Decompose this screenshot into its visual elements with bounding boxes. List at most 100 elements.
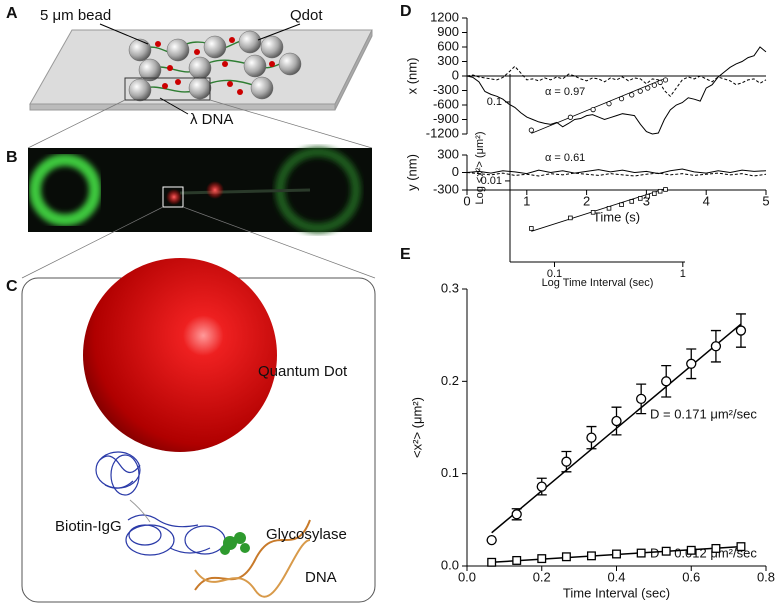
- annotation: D = 0.012 μm²/sec: [650, 545, 757, 560]
- panel-label: B: [6, 149, 18, 166]
- y-tick-label: -300: [433, 82, 459, 97]
- point: [736, 542, 746, 552]
- panel-label: C: [6, 278, 18, 295]
- y-tick-label: 300: [437, 146, 459, 161]
- y-tick-label: -1200: [426, 125, 459, 140]
- x-tick-label: 0: [463, 193, 470, 208]
- point: [662, 77, 669, 83]
- label: Qdot: [290, 7, 323, 24]
- point: [590, 107, 596, 113]
- y-tick-label: -300: [433, 181, 459, 196]
- point: [710, 341, 722, 352]
- label: Biotin-IgG: [55, 518, 122, 535]
- point: [619, 202, 624, 207]
- x-tick-label: 0.6: [682, 569, 700, 584]
- point: [561, 552, 571, 562]
- x-tick-label: 0.8: [757, 569, 775, 584]
- x-tick-label: 1: [523, 193, 530, 208]
- point: [561, 456, 572, 467]
- y-axis-label: <x²> (μm²): [409, 397, 424, 458]
- y-axis-label: Log <x²> (μm²): [474, 132, 486, 205]
- y-tick-label: 0.1: [441, 465, 459, 480]
- trace: [466, 172, 767, 177]
- point: [629, 199, 635, 204]
- label: DNA: [305, 569, 337, 586]
- point: [661, 546, 671, 556]
- y-tick-label: -600: [433, 96, 459, 111]
- point: [636, 393, 647, 405]
- trace: [466, 168, 767, 175]
- point: [645, 193, 651, 199]
- x-tick-label: 1: [680, 268, 686, 280]
- x-axis-label: Log Time Interval (sec): [542, 277, 654, 289]
- point: [567, 114, 573, 120]
- x-tick-label: 0.2: [533, 569, 551, 584]
- point: [606, 101, 612, 107]
- x-tick-label: 2: [583, 193, 590, 208]
- y-tick-label: 0: [452, 164, 459, 179]
- x-tick-label: 4: [703, 193, 710, 208]
- point: [637, 196, 643, 201]
- point: [652, 191, 657, 196]
- annotation: α = 0.61: [545, 152, 585, 164]
- label: 5 μm bead: [40, 7, 111, 24]
- point: [629, 92, 635, 98]
- point: [611, 415, 622, 427]
- y-tick-label: 0: [452, 67, 459, 82]
- fit-line: [531, 77, 666, 134]
- point: [651, 82, 657, 88]
- y-tick-label: 0.0: [441, 557, 459, 572]
- y-tick-label: 900: [437, 24, 459, 39]
- annotation: α = 0.97: [545, 86, 585, 98]
- panel-label: E: [400, 246, 411, 263]
- point: [586, 432, 597, 443]
- x-axis-label: Time (s): [593, 209, 640, 224]
- schematic-a: [27, 23, 373, 149]
- y-tick-label: 600: [437, 38, 459, 53]
- point: [686, 358, 697, 369]
- point: [711, 543, 721, 553]
- point: [537, 554, 547, 564]
- point: [529, 226, 534, 231]
- point: [528, 127, 534, 133]
- label: λ DNA: [190, 111, 233, 128]
- y-tick-label: 0.2: [441, 373, 459, 388]
- trace: [466, 65, 767, 98]
- point: [686, 545, 696, 555]
- label: Glycosylase: [266, 526, 347, 543]
- y-axis-label: x (nm): [404, 58, 419, 95]
- point: [637, 88, 643, 94]
- x-tick-label: 5: [762, 193, 769, 208]
- label: Quantum Dot: [258, 363, 348, 380]
- x-tick-label: 0.1: [547, 268, 562, 280]
- y-tick-label: 1200: [430, 9, 459, 24]
- point: [568, 215, 573, 221]
- panel-label: A: [6, 5, 18, 22]
- point: [657, 79, 663, 85]
- point: [618, 96, 625, 102]
- micrograph: [21, 147, 376, 279]
- x-tick-label: 0.0: [458, 569, 476, 584]
- point: [657, 188, 663, 194]
- point: [586, 551, 596, 561]
- x-tick-label: 3: [643, 193, 650, 208]
- point: [536, 481, 547, 492]
- y-tick-label: 300: [437, 53, 459, 68]
- point: [636, 548, 646, 558]
- point: [486, 534, 497, 546]
- point: [735, 325, 747, 336]
- x-axis-label: Time Interval (sec): [563, 585, 670, 600]
- y-axis-label: y (nm): [404, 154, 419, 191]
- y-tick-label: 0.1: [487, 96, 502, 108]
- point: [487, 557, 497, 567]
- x-tick-label: 0.4: [607, 569, 625, 584]
- point: [663, 187, 668, 192]
- y-tick-label: 0.01: [481, 175, 502, 187]
- point: [512, 555, 522, 565]
- schematic-c: [21, 258, 376, 603]
- annotation: D = 0.171 μm²/sec: [650, 406, 757, 421]
- point: [511, 509, 522, 520]
- y-tick-label: -900: [433, 111, 459, 126]
- point: [590, 210, 596, 215]
